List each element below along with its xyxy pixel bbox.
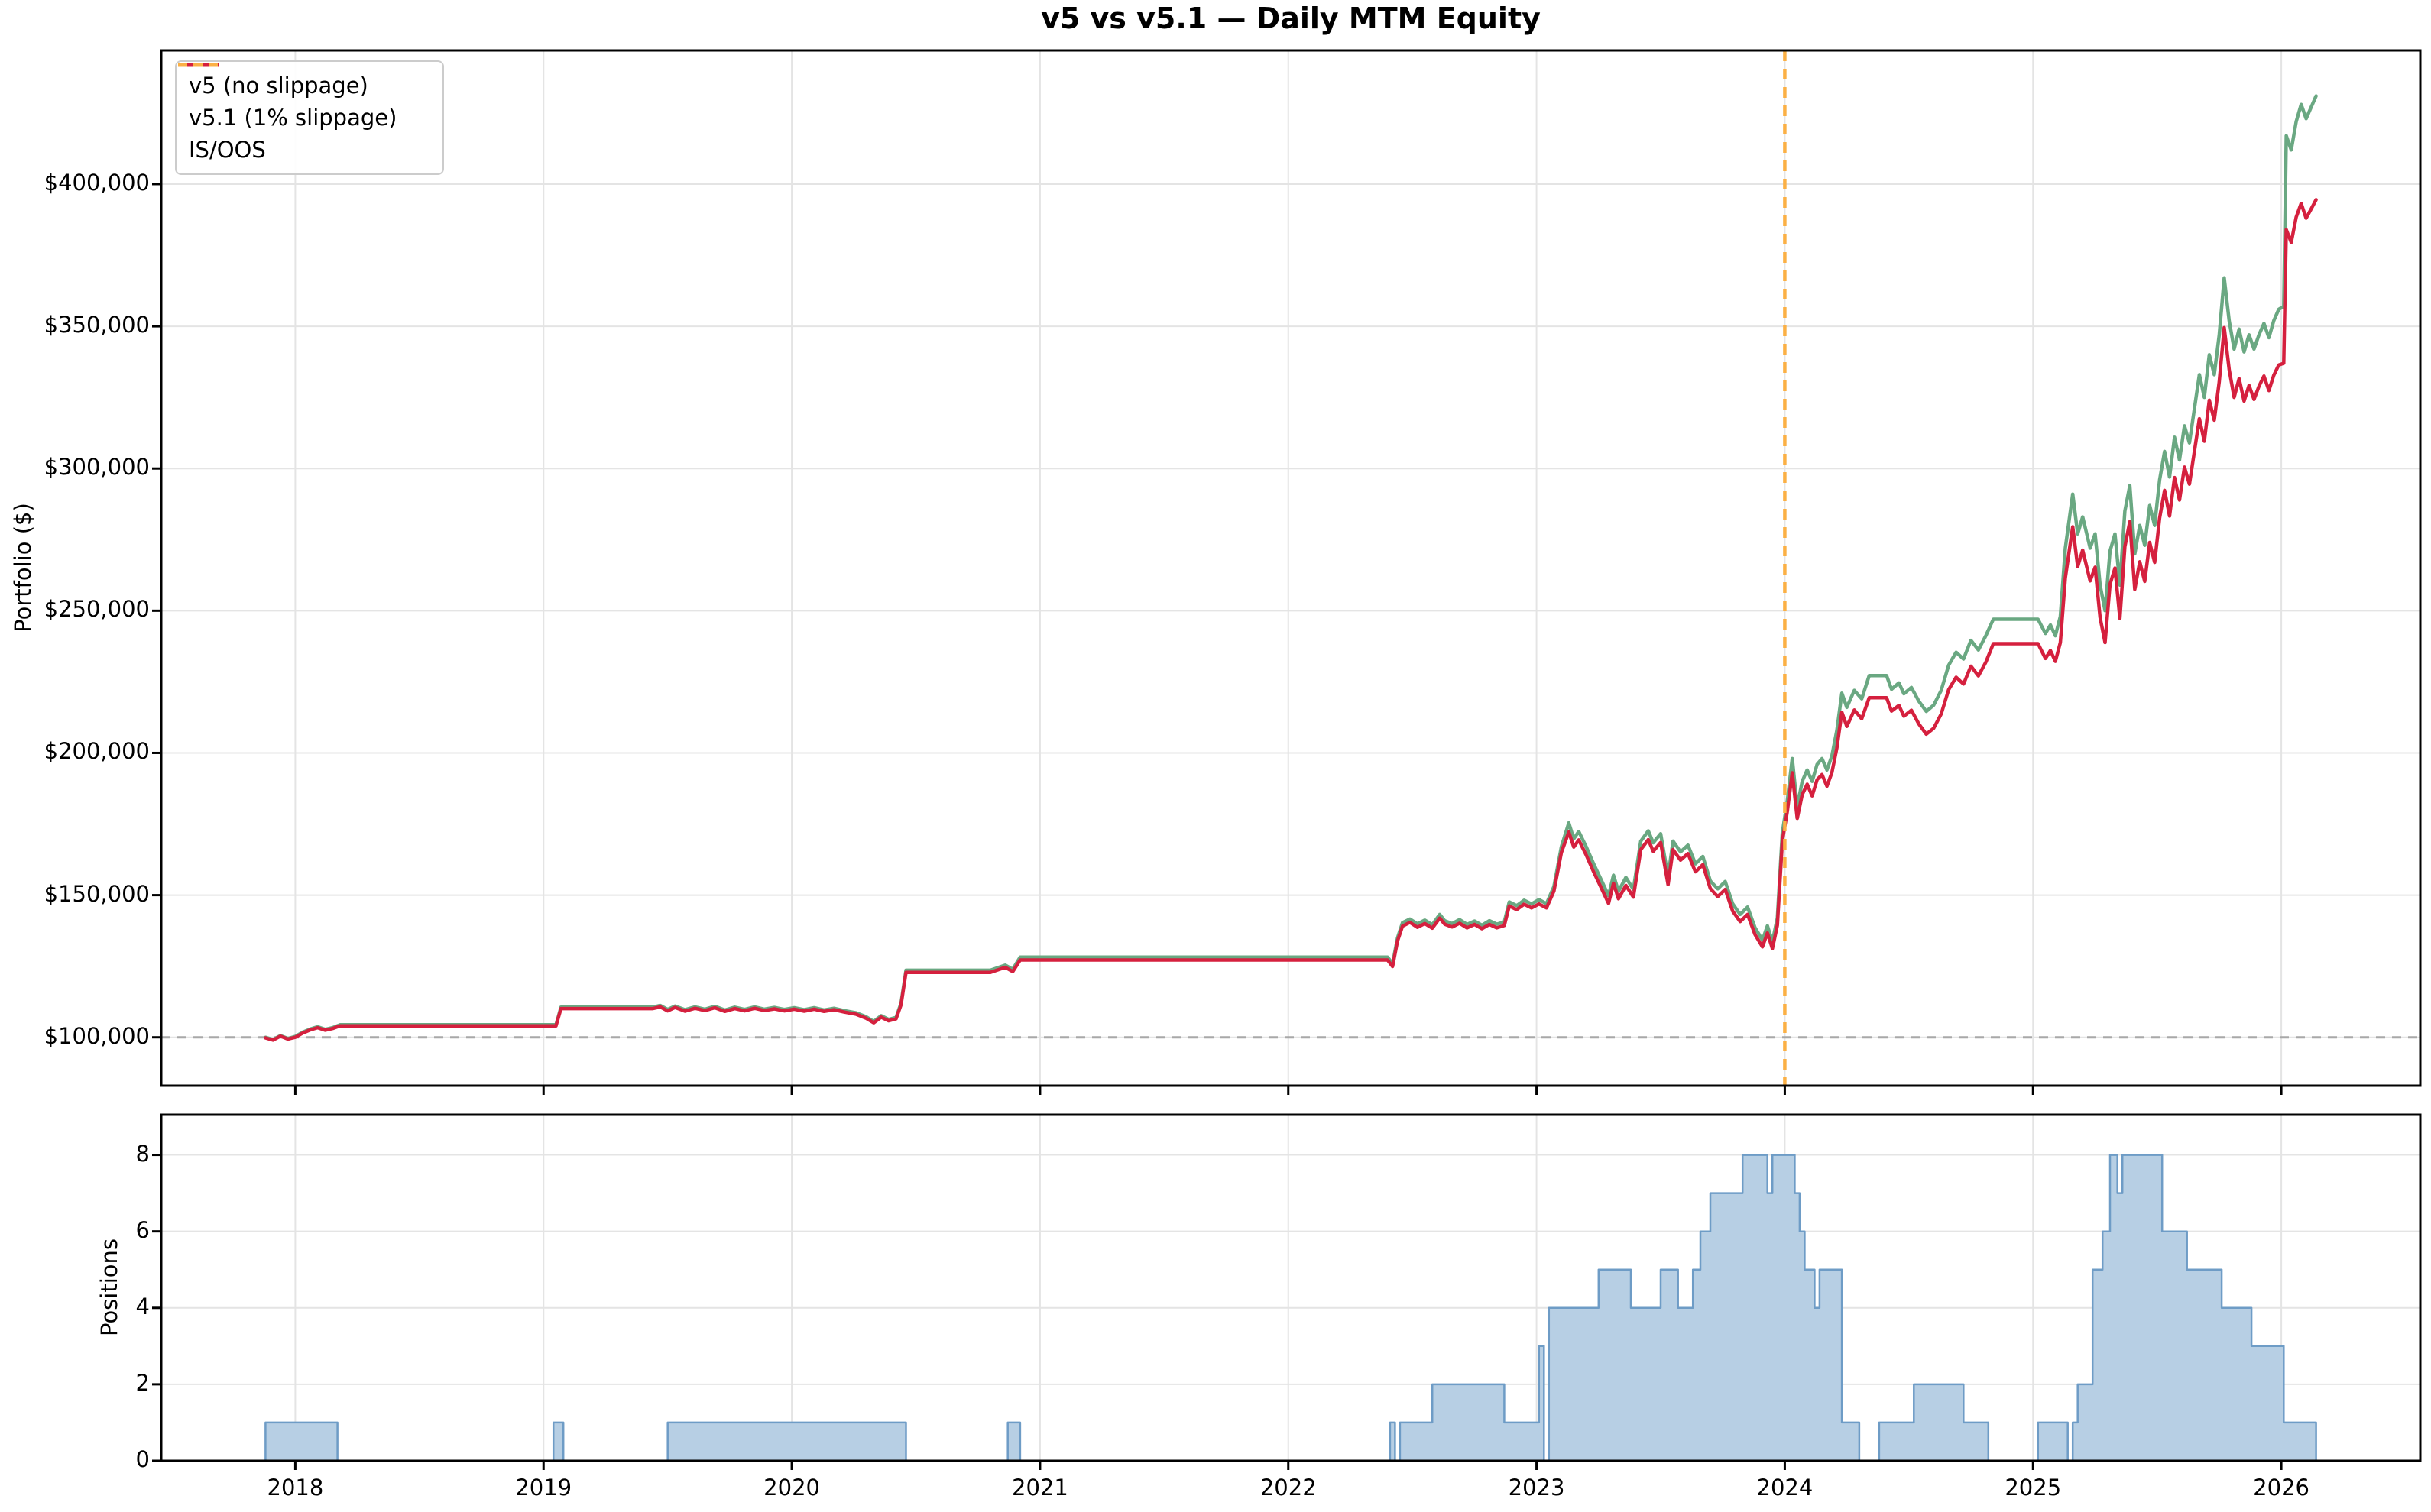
equity-y-tick-label: $100,000: [44, 1022, 150, 1049]
x-tick-label: 2020: [763, 1475, 820, 1501]
equity-y-tick-label: $300,000: [44, 454, 150, 481]
positions-y-tick-label: 4: [135, 1293, 150, 1319]
legend-label-v5-1: v5.1 (1% slippage): [189, 105, 397, 131]
positions-y-tick-label: 6: [135, 1216, 150, 1243]
plot-border: [160, 1113, 2422, 1462]
positions-y-tick-label: 0: [135, 1446, 150, 1472]
legend-label-is-oos: IS/OOS: [189, 137, 266, 163]
chart-title: v5 vs v5.1 — Daily MTM Equity: [1041, 2, 1541, 35]
legend-item-v5: v5 (no slippage): [178, 63, 430, 102]
legend-item-v5-1: v5.1 (1% slippage): [178, 63, 430, 134]
equity-y-tick-label: $200,000: [44, 738, 150, 765]
x-tick-label: 2022: [1259, 1475, 1317, 1501]
positions-step-area: [245, 1154, 2317, 1462]
legend-item-is-oos: IS/OOS: [178, 63, 430, 166]
v5-1-equity-line: [264, 198, 2318, 1042]
plot-border: [160, 49, 2422, 1087]
legend-label-v5: v5 (no slippage): [189, 73, 368, 99]
legend: v5 (no slippage) v5.1 (1% slippage) IS/O…: [175, 60, 444, 175]
x-tick-label: 2025: [2005, 1475, 2062, 1501]
x-tick-label: 2024: [1756, 1475, 1814, 1501]
x-tick-label: 2021: [1012, 1475, 1068, 1501]
positions-y-tick-label: 2: [135, 1369, 150, 1396]
equity-y-tick-label: $400,000: [44, 169, 150, 196]
x-tick-label: 2026: [2253, 1475, 2309, 1501]
x-tick-label: 2018: [267, 1475, 324, 1501]
equity-y-tick-label: $150,000: [44, 880, 150, 907]
equity-y-tick-label: $350,000: [44, 312, 150, 338]
x-tick-label: 2023: [1508, 1475, 1565, 1501]
equity-y-tick-label: $250,000: [44, 596, 150, 623]
x-tick-label: 2019: [515, 1475, 572, 1501]
positions-y-tick-label: 8: [135, 1140, 150, 1167]
is-oos-dashed-swatch-icon: [178, 63, 219, 67]
v5-equity-line: [264, 94, 2318, 1041]
